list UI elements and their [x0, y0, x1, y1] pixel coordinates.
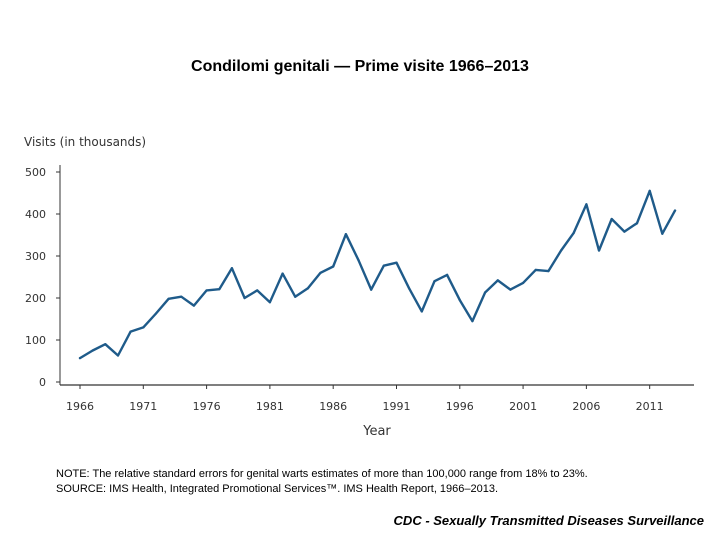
x-tick-label: 1981: [256, 400, 284, 413]
x-tick-label: 1996: [446, 400, 474, 413]
data-point: [344, 233, 347, 236]
x-axis-label: Year: [362, 424, 391, 439]
data-point: [446, 273, 449, 276]
data-point: [484, 291, 487, 294]
line-chart: Visits (in thousands) 0 100 200 300 400 500 1…: [24, 135, 694, 439]
x-tick-label: 1991: [382, 400, 410, 413]
data-point: [91, 349, 94, 352]
data-point: [205, 289, 208, 292]
x-tick-label: 1971: [129, 400, 157, 413]
data-point: [420, 310, 423, 313]
cdc-brand-label: CDC - Sexually Transmitted Diseases Surv…: [393, 513, 704, 528]
data-point: [534, 268, 537, 271]
data-point: [471, 320, 474, 323]
x-tick-label: 2006: [572, 400, 600, 413]
y-tick-label: 200: [25, 292, 46, 305]
data-point: [521, 281, 525, 284]
data-point: [129, 330, 132, 333]
plot-area: [78, 189, 677, 360]
y-axis-label: Visits (in thousands): [24, 135, 146, 149]
data-point: [243, 296, 246, 300]
data-point: [623, 230, 626, 233]
data-point: [180, 295, 183, 298]
data-point: [218, 288, 221, 291]
data-point: [116, 354, 120, 357]
data-point: [154, 312, 158, 315]
data-point: [673, 209, 677, 212]
y-tick-label: 300: [25, 250, 46, 263]
data-point: [319, 271, 322, 274]
data-point: [78, 356, 82, 360]
data-point: [142, 326, 145, 329]
x-axis: 1966 1971 1976 1981 1986 1991 1996 2001 2006 2011: [60, 384, 694, 413]
data-point: [294, 295, 297, 298]
footnote: NOTE: The relative standard errors for g…: [56, 467, 716, 497]
data-point: [585, 203, 588, 206]
data-point: [458, 299, 461, 302]
y-axis: 0 100 200 300 400 500: [25, 165, 61, 389]
x-tick-label: 1976: [193, 400, 221, 413]
data-point: [167, 297, 170, 300]
data-point: [559, 249, 563, 252]
y-tick-label: 100: [25, 334, 46, 347]
data-point: [357, 259, 360, 262]
note-line: NOTE: The relative standard errors for g…: [56, 468, 588, 480]
data-point: [610, 217, 613, 221]
y-tick-label: 500: [25, 166, 46, 179]
y-tick-label: 400: [25, 208, 46, 221]
data-point: [306, 287, 309, 290]
data-point: [496, 279, 499, 282]
data-point: [635, 222, 639, 225]
data-point: [332, 265, 335, 268]
data-point: [370, 288, 373, 291]
data-point: [572, 231, 575, 234]
data-point: [433, 280, 436, 283]
data-point: [281, 272, 284, 275]
data-point: [382, 264, 385, 267]
chart-title: Condilomi genitali — Prime visite 1966–2…: [191, 58, 529, 75]
data-point: [408, 287, 411, 290]
series-line: [78, 189, 677, 360]
data-point: [648, 189, 651, 192]
x-tick-label: 1966: [66, 400, 94, 413]
x-tick-label: 2001: [509, 400, 537, 413]
data-point: [395, 261, 398, 264]
y-tick-label: 0: [39, 376, 46, 389]
data-point: [256, 289, 259, 292]
data-point: [230, 267, 234, 270]
data-point: [547, 270, 550, 273]
data-point: [597, 249, 601, 252]
data-point: [104, 343, 107, 346]
data-point: [192, 304, 196, 307]
data-point: [661, 232, 664, 235]
data-point: [268, 301, 271, 304]
x-tick-label: 1986: [319, 400, 347, 413]
source-line: SOURCE: IMS Health, Integrated Promotion…: [56, 483, 499, 495]
data-point: [509, 288, 512, 291]
x-tick-label: 2011: [636, 400, 664, 413]
